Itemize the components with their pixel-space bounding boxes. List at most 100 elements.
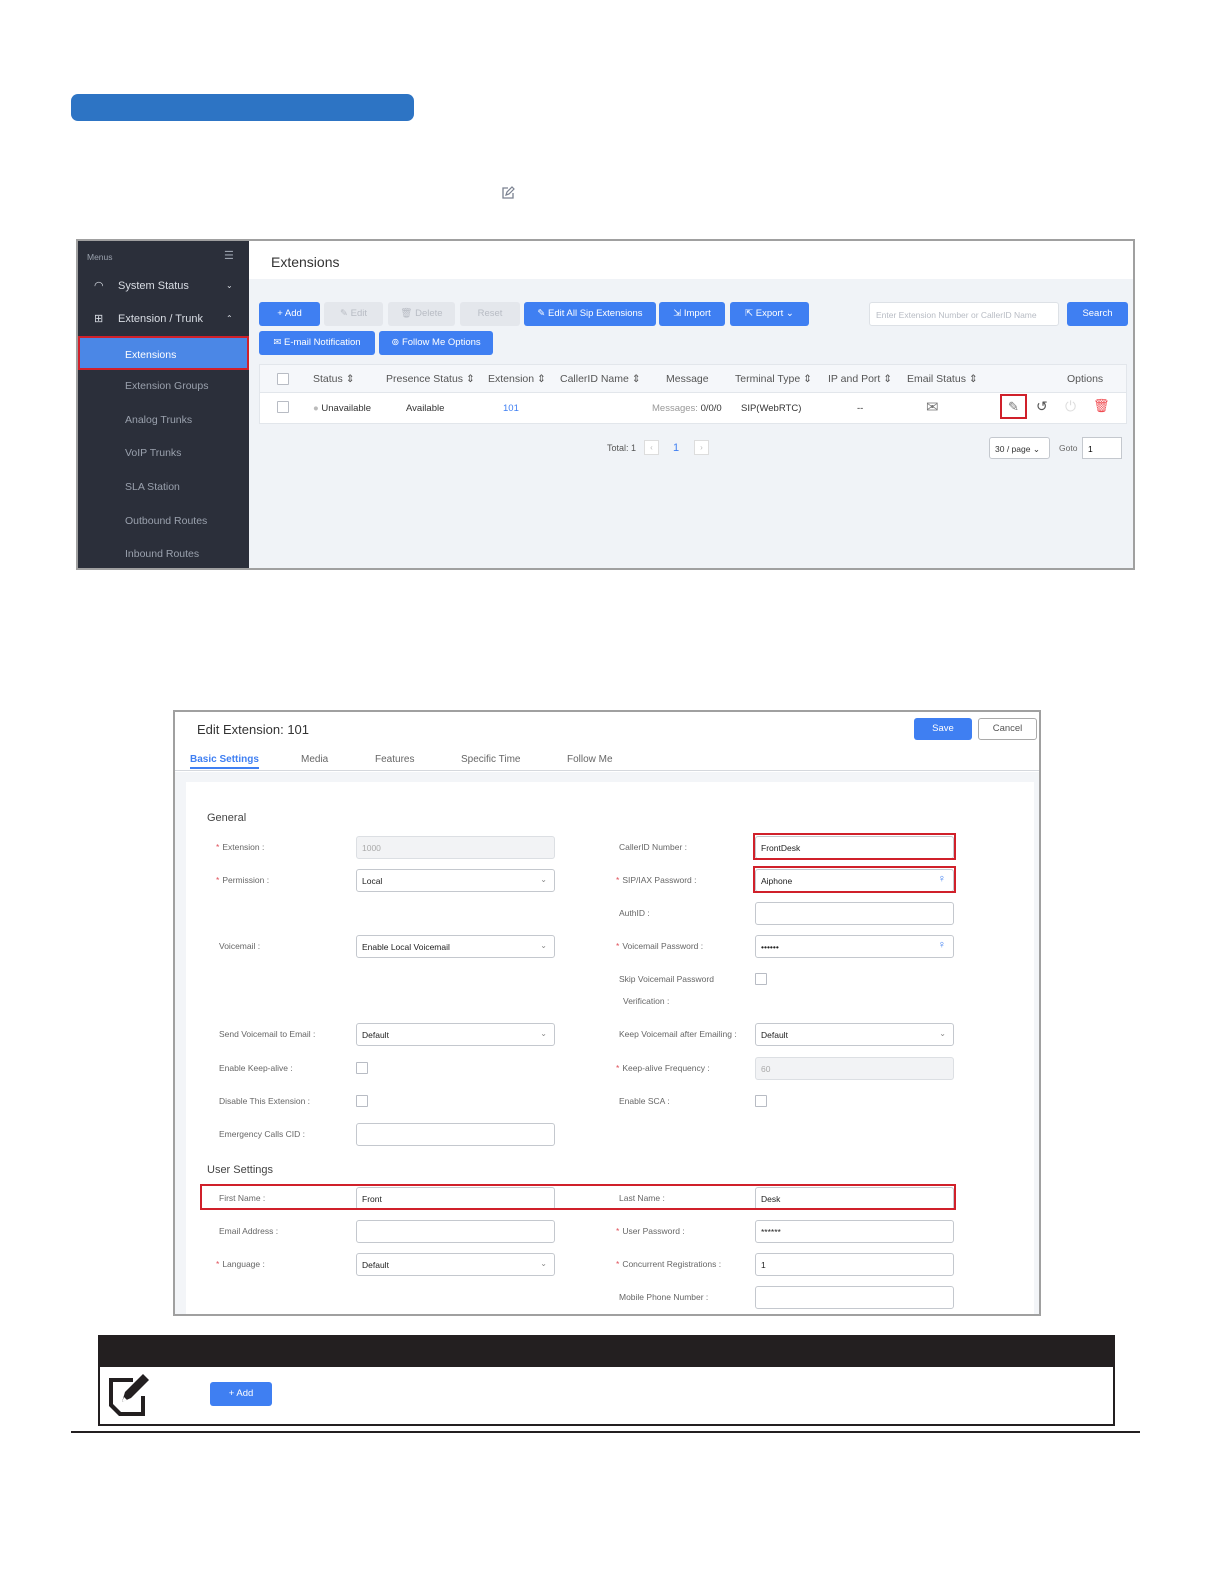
export-label: Export xyxy=(755,308,784,319)
sidebar-item-system-status[interactable]: ◠ ⌄ System Status xyxy=(78,269,249,303)
edit-button[interactable]: ✎ Edit xyxy=(324,302,383,326)
mobile-phone-number-input[interactable] xyxy=(755,1286,954,1309)
cancel-button[interactable]: Cancel xyxy=(978,718,1037,740)
col-ip-port[interactable]: IP and Port ⇕ xyxy=(828,373,893,385)
follow-me-options-button[interactable]: ⊚ Follow Me Options xyxy=(379,331,493,355)
permission-select[interactable]: Local ⌄ xyxy=(356,869,555,892)
page-number[interactable]: 1 xyxy=(673,442,680,454)
field-label-mobile-phone-number: Mobile Phone Number : xyxy=(619,1292,709,1302)
field-label-concurrent-registrations: * Concurrent Registrations : xyxy=(616,1259,722,1269)
field-label-permission: * Permission : xyxy=(216,875,270,885)
power-icon[interactable]: ⏻ xyxy=(1065,398,1077,414)
email-notification-button[interactable]: ✉ E-mail Notification xyxy=(259,331,375,355)
callerid-highlight xyxy=(753,833,956,860)
sidebar-item-label: Analog Trunks xyxy=(125,414,193,426)
enable-keep-alive-checkbox[interactable] xyxy=(356,1062,368,1074)
email-address-input[interactable] xyxy=(356,1220,555,1243)
tab-follow-me[interactable]: Follow Me xyxy=(567,754,613,765)
add-button[interactable]: + Add xyxy=(210,1382,272,1406)
col-callerid-name[interactable]: CallerID Name ⇕ xyxy=(560,373,641,385)
col-terminal-type[interactable]: Terminal Type ⇕ xyxy=(735,373,812,385)
tab-basic-settings[interactable]: Basic Settings xyxy=(190,754,259,769)
import-label: Import xyxy=(683,308,711,319)
field-label-emergency-calls-cid: Emergency Calls CID : xyxy=(219,1129,305,1139)
concurrent-registrations-input[interactable]: 1 xyxy=(755,1253,954,1276)
field-label-voicemail: Voicemail : xyxy=(219,941,261,951)
col-extension[interactable]: Extension ⇕ xyxy=(488,373,546,385)
history-icon[interactable]: ↺ xyxy=(1036,398,1048,414)
col-message: Message xyxy=(666,373,709,385)
disable-this-extension-checkbox[interactable] xyxy=(356,1095,368,1107)
field-label-callerid-number: CallerID Number : xyxy=(619,842,688,852)
language-select[interactable]: Default ⌄ xyxy=(356,1253,555,1276)
send-voicemail-to-email-select[interactable]: Default ⌄ xyxy=(356,1023,555,1046)
chevron-down-icon: ⌄ xyxy=(939,1029,946,1038)
sidebar-item-outbound-routes[interactable]: Outbound Routes xyxy=(78,504,249,538)
sidebar-item-extension-trunk[interactable]: ⊞ ⌃ Extension / Trunk xyxy=(78,302,249,336)
total-count: Total: 1 xyxy=(607,443,637,453)
import-button[interactable]: ⇲ Import xyxy=(659,302,725,326)
col-options: Options xyxy=(1067,373,1104,385)
per-page-select[interactable]: 30 / page ⌄ xyxy=(989,437,1050,459)
delete-button[interactable]: 🗑 Delete xyxy=(388,302,455,326)
emergency-calls-cid-input[interactable] xyxy=(356,1123,555,1146)
save-button[interactable]: Save xyxy=(914,718,972,740)
field-label-keep-voicemail-after-emailing: Keep Voicemail after Emailing : xyxy=(619,1029,737,1039)
sidebar-item-label: VoIP Trunks xyxy=(125,447,182,459)
show-password-icon[interactable]: ♀ xyxy=(937,873,946,885)
field-label-skip-voicemail-password: Skip Voicemail Password Verification : xyxy=(619,974,714,1006)
trash-icon[interactable]: 🗑 xyxy=(1093,398,1110,413)
edit-label: Edit xyxy=(350,308,367,319)
keep-voicemail-after-emailing-select[interactable]: Default ⌄ xyxy=(755,1023,954,1046)
network-icon: ⊞ xyxy=(94,313,104,325)
field-label-sip-iax-password: * SIP/IAX Password : xyxy=(616,875,697,885)
sidebar-item-extension-groups[interactable]: Extension Groups xyxy=(78,369,249,403)
prev-page-button[interactable]: ‹ xyxy=(644,440,659,455)
voicemail-select[interactable]: Enable Local Voicemail ⌄ xyxy=(356,935,555,958)
email-notification-label: E-mail Notification xyxy=(284,337,361,348)
user-password-input[interactable]: ****** xyxy=(755,1220,954,1243)
collapse-menu-icon[interactable]: ☰ xyxy=(224,250,234,262)
sidebar-item-extensions[interactable]: Extensions xyxy=(78,336,249,370)
add-button[interactable]: + Add xyxy=(259,302,320,326)
col-status[interactable]: Status ⇕ xyxy=(313,373,355,385)
skip-voicemail-password-checkbox[interactable] xyxy=(755,973,767,985)
sidebar-item-label: System Status xyxy=(118,280,189,292)
delete-label: Delete xyxy=(415,308,443,319)
enable-sca-checkbox[interactable] xyxy=(755,1095,767,1107)
tab-media[interactable]: Media xyxy=(301,754,329,765)
show-password-icon[interactable]: ♀ xyxy=(937,939,946,951)
authid-input[interactable] xyxy=(755,902,954,925)
terminal-value: SIP(WebRTC) xyxy=(741,403,802,414)
row-checkbox[interactable] xyxy=(277,401,289,413)
next-page-button[interactable]: › xyxy=(694,440,709,455)
voicemail-password-input[interactable]: •••••• ♀ xyxy=(755,935,954,958)
goto-input[interactable]: 1 xyxy=(1082,437,1122,459)
message-label: Messages: xyxy=(652,403,698,414)
edit-all-sip-button[interactable]: ✎ Edit All Sip Extensions xyxy=(524,302,656,326)
search-button[interactable]: Search xyxy=(1067,302,1128,326)
sidebar-item-sla-station[interactable]: SLA Station xyxy=(78,470,249,504)
field-label-voicemail-password: * Voicemail Password : xyxy=(616,941,704,951)
search-input[interactable]: Enter Extension Number or CallerID Name xyxy=(869,302,1059,326)
select-all-checkbox[interactable] xyxy=(277,373,289,385)
edit-extension-screenshot: Edit Extension: 101 Save Cancel Basic Se… xyxy=(173,710,1041,1316)
col-presence-status[interactable]: Presence Status ⇕ xyxy=(386,373,475,385)
sidebar-item-inbound-routes[interactable]: Inbound Routes xyxy=(78,537,249,568)
sidebar-item-voip-trunks[interactable]: VoIP Trunks xyxy=(78,436,249,470)
sidebar-item-label: Extensions xyxy=(125,349,177,361)
extension-link[interactable]: 101 xyxy=(503,403,519,414)
note-box: + Add xyxy=(98,1335,1115,1426)
col-email-status[interactable]: Email Status ⇕ xyxy=(907,373,978,385)
page-title: Extensions xyxy=(249,241,1133,279)
tab-features[interactable]: Features xyxy=(375,754,415,765)
edit-icon[interactable]: ✎ xyxy=(1000,394,1027,419)
sidebar-item-analog-trunks[interactable]: Analog Trunks xyxy=(78,403,249,437)
reset-button[interactable]: Reset xyxy=(460,302,520,326)
export-button[interactable]: ⇱ Export ⌄ xyxy=(730,302,809,326)
status-dot-icon: ● xyxy=(313,403,319,414)
follow-me-label: Follow Me Options xyxy=(401,337,481,348)
edit-icon xyxy=(502,186,515,199)
tab-specific-time[interactable]: Specific Time xyxy=(461,754,521,765)
extensions-table: Status ⇕ Presence Status ⇕ Extension ⇕ C… xyxy=(259,364,1127,424)
